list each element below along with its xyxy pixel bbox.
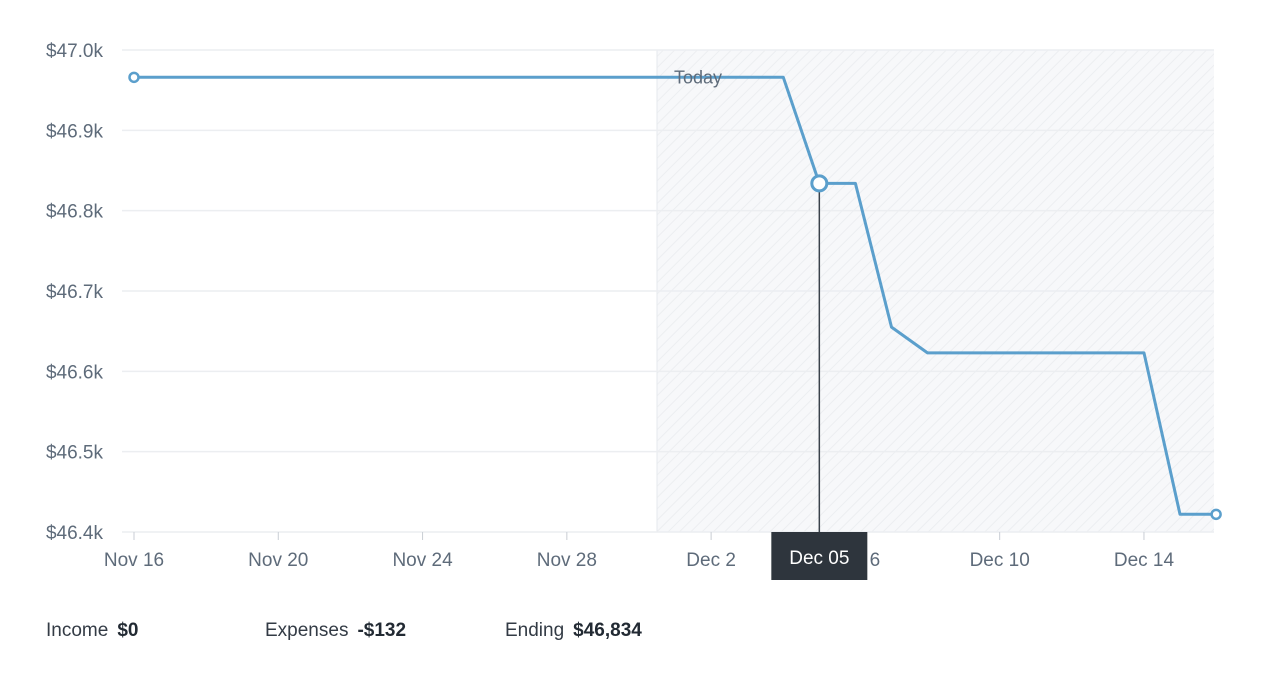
y-tick-label: $46.6k [46,362,104,383]
y-tick-label: $46.5k [46,443,104,464]
ending-value: $46,834 [573,620,642,641]
expenses-label: Expenses [265,620,349,641]
income-value: $0 [117,620,139,641]
y-tick-label: $46.4k [46,523,104,544]
x-tick-label: Nov 28 [537,550,597,571]
x-tick-label: Dec 14 [1114,550,1175,571]
summary-ending: Ending $46,834 [505,620,642,642]
summary-bar: Income $0 Expenses -$132 Ending $46,834 [46,620,642,642]
x-tick-label: Nov 24 [392,550,453,571]
y-tick-label: $47.0k [46,41,104,62]
start-point [128,71,140,84]
hover-point [810,174,829,193]
expenses-value: -$132 [357,620,407,641]
balance-chart: $47.0k $46.9k $46.8k $46.7k $46.6k $46.5k $46.… [46,41,1222,580]
ending-label: Ending [505,620,565,641]
x-tick-label: Nov 20 [248,550,308,571]
end-point [1210,508,1222,521]
summary-income: Income $0 [46,620,265,642]
y-tick-label: $46.9k [46,121,104,142]
hover-tooltip [771,532,868,580]
y-tick-label: $46.8k [46,202,104,223]
today-label: Today [674,67,722,87]
balance-line [132,75,1218,516]
summary-expenses: Expenses -$132 [265,620,505,642]
income-label: Income [46,620,109,641]
x-tick-label: Dec 2 [686,550,736,571]
hover-tooltip-label: Dec 05 [789,548,849,569]
y-tick-label: $46.7k [46,282,104,303]
x-tick-label: Dec 10 [970,550,1030,571]
x-tick-label: Nov 16 [104,550,164,571]
